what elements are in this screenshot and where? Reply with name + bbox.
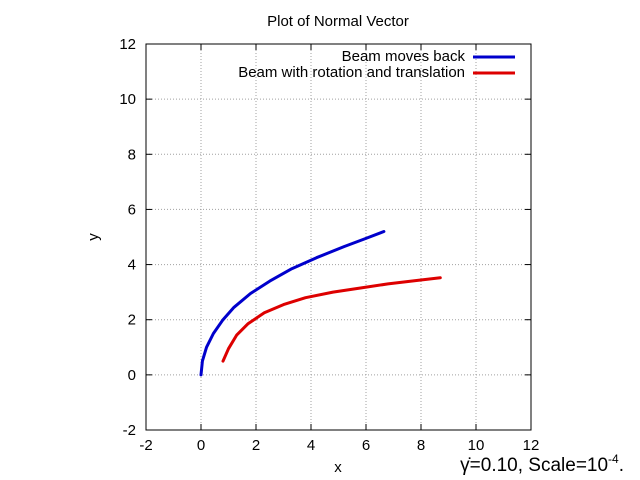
x-tick-label: 8 xyxy=(417,437,425,454)
chart-title: Plot of Normal Vector xyxy=(267,13,409,30)
y-tick-label: 6 xyxy=(128,201,136,218)
x-tick-label: 10 xyxy=(468,437,485,454)
series-line-beam-rotation-translation xyxy=(221,276,442,363)
series-line-beam-moves-back xyxy=(199,230,386,377)
x-tick-label: -2 xyxy=(139,437,152,454)
plot-frame xyxy=(145,43,532,431)
series xyxy=(199,230,442,377)
y-axis-label: y xyxy=(85,233,102,241)
y-tick-label: 2 xyxy=(128,312,136,329)
x-tick-label: 2 xyxy=(252,437,260,454)
x-tick-label: 12 xyxy=(523,437,540,454)
gamma-scale-annotation: γ̇=0.10, Scale=10-4. xyxy=(460,452,624,477)
x-tick-label: 4 xyxy=(307,437,315,454)
y-tick-label: 0 xyxy=(128,367,136,384)
y-tick-label: 8 xyxy=(128,146,136,163)
legend: Beam moves back Beam with rotation and t… xyxy=(238,48,515,81)
ticks: -2 0 2 4 6 8 10 12 -2 0 2 4 6 8 10 12 xyxy=(119,36,539,454)
x-tick-label: 6 xyxy=(362,437,370,454)
annotation-exponent: -4 xyxy=(608,452,619,466)
y-tick-label: 12 xyxy=(119,36,136,53)
legend-label-beam-moves-back: Beam moves back xyxy=(342,48,466,65)
x-tick-label: 0 xyxy=(197,437,205,454)
legend-label-beam-rotation-translation: Beam with rotation and translation xyxy=(238,64,465,81)
y-tick-label: -2 xyxy=(123,422,136,439)
y-tick-label: 10 xyxy=(119,91,136,108)
annotation-suffix: . xyxy=(618,455,624,476)
y-tick-label: 4 xyxy=(128,257,136,274)
x-axis-label: x xyxy=(334,459,342,476)
annotation-text: γ̇=0.10, Scale=10 xyxy=(460,455,609,476)
grid xyxy=(146,44,531,430)
